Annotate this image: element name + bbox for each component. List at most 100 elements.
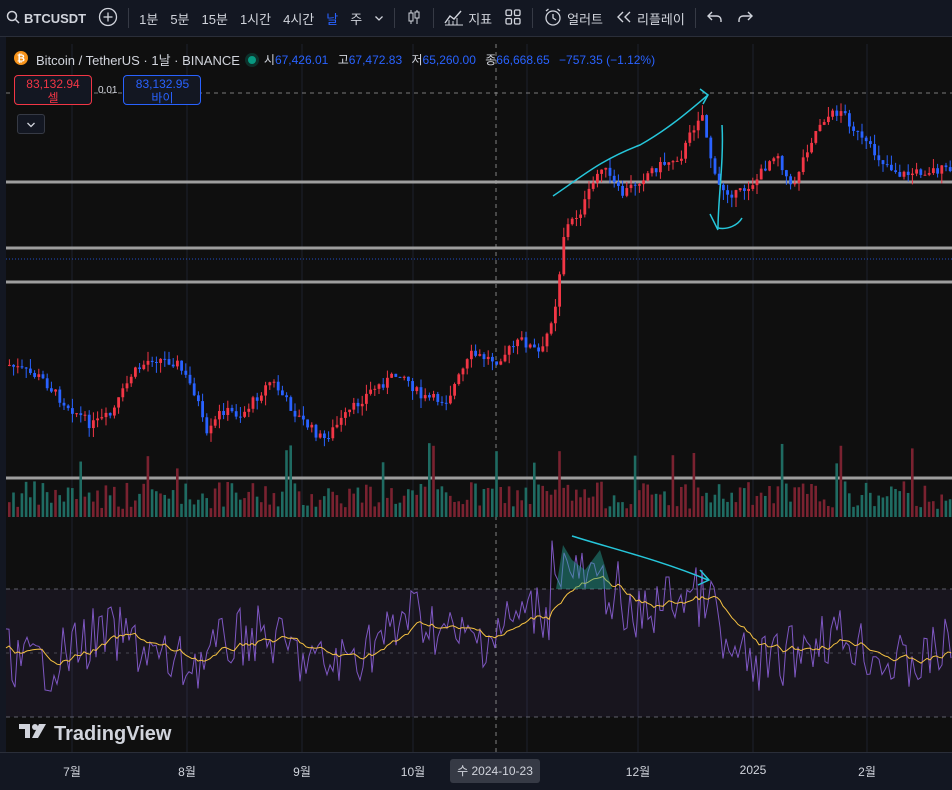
layouts-button[interactable] (498, 0, 528, 36)
candle-body (789, 176, 792, 185)
compare-button[interactable] (92, 0, 124, 36)
volume-bar (818, 501, 822, 517)
timeframe-dropdown[interactable] (368, 0, 390, 36)
candle-body (785, 170, 788, 177)
volume-bar (360, 502, 364, 517)
volume-bar (45, 492, 49, 517)
alarm-clock-icon (543, 7, 563, 30)
timeframe-1m[interactable]: 1분 (139, 11, 159, 27)
volume-bar (87, 492, 91, 517)
axis-label-dec: 12월 (625, 765, 651, 779)
candle-body (285, 395, 288, 398)
volume-bar (20, 493, 24, 517)
candle-body (516, 339, 519, 347)
candle-body (751, 185, 755, 189)
volume-bar (272, 493, 276, 517)
volume-bar (281, 491, 284, 517)
volume-bar (491, 488, 494, 517)
volume-bar (524, 487, 528, 517)
undo-button[interactable] (700, 0, 730, 36)
volume-bar (205, 498, 208, 517)
candle-body (134, 367, 137, 377)
volume-bar (864, 482, 868, 517)
volume-bar (218, 482, 221, 517)
volume-bar (54, 489, 57, 517)
volume-bar (117, 506, 120, 517)
candle-body (117, 397, 120, 408)
candle-body (142, 364, 146, 370)
timeframe-5m[interactable]: 5분 (170, 11, 190, 27)
candle-body (822, 122, 826, 125)
volume-bar (339, 503, 343, 517)
sell-button[interactable]: 83,132.94 셀 (14, 75, 92, 105)
volume-bar (415, 494, 418, 517)
volume-bar (713, 494, 717, 517)
volume-bar (764, 495, 767, 517)
candle-body (205, 417, 209, 434)
candle-body (66, 405, 70, 409)
volume-bar (898, 491, 901, 517)
volume-bar (297, 491, 301, 517)
volume-bar (71, 488, 74, 517)
candle-body (587, 188, 591, 200)
alert-button[interactable]: 얼러트 (537, 0, 609, 36)
volume-bar (848, 493, 851, 517)
volume-bar (717, 484, 721, 517)
timeframe-1h[interactable]: 1시간 (239, 11, 272, 27)
candle-body (12, 364, 15, 367)
symbol-search[interactable]: BTCUSDT (0, 0, 92, 36)
arrow-head-drawing[interactable] (699, 88, 709, 105)
arrow-tip-drawing[interactable] (709, 213, 719, 231)
volume-bar (822, 499, 826, 517)
volume-bar (692, 452, 696, 517)
volume-bar (24, 481, 28, 517)
volume-bar (570, 500, 574, 517)
redo-button[interactable] (730, 0, 760, 36)
candle-body (323, 433, 326, 439)
volume-bar (486, 487, 490, 517)
timeframe-4h[interactable]: 4시간 (283, 11, 315, 27)
grid-icon (504, 8, 522, 29)
candle-body (810, 142, 813, 153)
volume-bar (885, 496, 889, 517)
replay-button[interactable]: 리플레이 (609, 0, 691, 36)
candle-body (373, 388, 377, 390)
volume-bar (911, 448, 914, 517)
timeframe-week[interactable]: 주 (350, 11, 363, 27)
candle-body (923, 174, 927, 176)
candle-body (600, 169, 603, 174)
candle-body (344, 412, 347, 418)
volume-bar (432, 445, 435, 517)
chart-title[interactable]: Bitcoin / TetherUS · 1날 · BINANCE (36, 53, 240, 68)
volume-bars (8, 443, 952, 517)
candle-body (24, 367, 28, 369)
volume-bar (591, 496, 595, 517)
candle-body (919, 169, 923, 175)
indicators-button[interactable]: 지표 (438, 0, 498, 36)
timeframe-15m[interactable]: 15분 (201, 11, 228, 27)
rsi-arrow-head-drawing[interactable] (697, 569, 711, 586)
volume-bar (167, 498, 171, 517)
tradingview-logo[interactable]: TradingView (18, 722, 171, 746)
candle-body (41, 374, 45, 379)
drawing-annotations[interactable] (552, 88, 743, 586)
candle-body (512, 346, 515, 348)
down-arrow-drawing[interactable] (717, 124, 743, 230)
candle-body (306, 419, 309, 428)
timeframe-day[interactable]: 날 (326, 11, 339, 27)
chart-type-button[interactable] (399, 0, 429, 36)
trend-drawing-up[interactable] (552, 94, 709, 197)
collapse-legend-button[interactable] (17, 114, 45, 134)
volume-bar (440, 486, 444, 517)
rsi-divergence-drawing[interactable] (571, 535, 709, 581)
volume-bar (29, 497, 32, 517)
volume-bar (381, 462, 385, 517)
candle-body (495, 361, 498, 365)
volume-bar (398, 502, 402, 517)
price-chart[interactable] (0, 37, 952, 789)
candle-body (146, 360, 150, 365)
buy-button[interactable]: 83,132.95 바이 (123, 75, 202, 105)
volume-bar (789, 501, 792, 517)
time-axis[interactable]: 7월 8월 9월 10월 12월 2025 2월 수 2024-10-23 (0, 752, 952, 790)
candle-body (251, 397, 255, 409)
